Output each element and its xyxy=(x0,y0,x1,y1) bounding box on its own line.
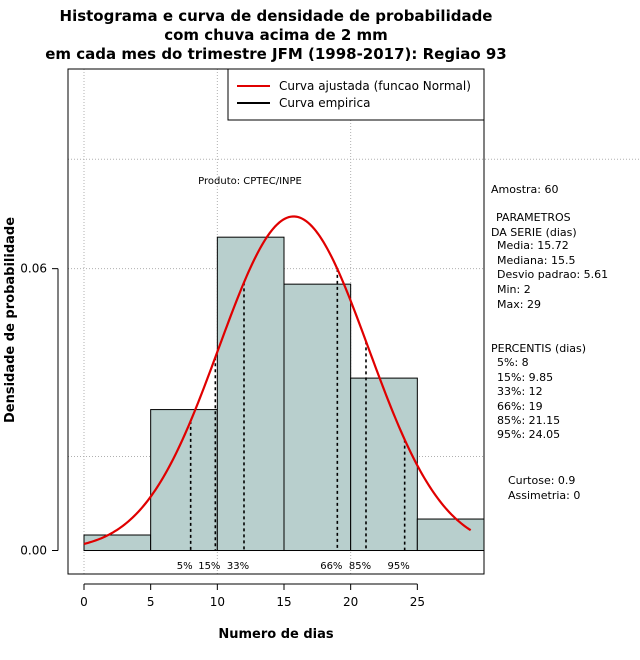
x-tick-label-0: 0 xyxy=(80,595,88,609)
parametros-title-2: DA SERIE (dias) xyxy=(491,226,577,239)
percentil-95: 95%: 24.05 xyxy=(497,428,560,441)
percentile-label-33: 33% xyxy=(227,561,249,572)
y-tick-label-1: 0.06 xyxy=(20,262,47,276)
hist-bar xyxy=(416,518,485,552)
legend-label-normal: Curva ajustada (funcao Normal) xyxy=(279,79,471,93)
percentil-85: 85%: 21.15 xyxy=(497,414,560,427)
amostra-text: Amostra: 60 xyxy=(491,183,558,196)
percentil-5: 5%: 8 xyxy=(497,356,529,369)
legend-box xyxy=(227,68,485,121)
bars-layer xyxy=(83,236,485,552)
parametros-title-1: PARAMETROS xyxy=(496,211,571,224)
percentil-33: 33%: 12 xyxy=(497,385,543,398)
x-tick-label-15: 15 xyxy=(276,595,291,609)
y-axis-label: Densidade de probabilidade xyxy=(3,217,18,423)
percentile-label-5: 5% xyxy=(177,561,193,572)
chart-title-line-2: com chuva acima de 2 mm xyxy=(164,26,388,44)
percentile-label-95: 95% xyxy=(388,561,410,572)
param-max: Max: 29 xyxy=(497,298,541,311)
assimetria-text: Assimetria: 0 xyxy=(508,489,580,502)
percentile-label-85: 85% xyxy=(349,561,371,572)
legend: Curva ajustada (funcao Normal) Curva emp… xyxy=(227,68,485,121)
param-media: Media: 15.72 xyxy=(497,239,569,252)
curtose-text: Curtose: 0.9 xyxy=(508,474,575,487)
percentile-label-66: 66% xyxy=(320,561,342,572)
percentile-lines-layer: 5% 15% 33% 66% 85% 95% xyxy=(177,268,410,572)
x-tick-label-20: 20 xyxy=(343,595,358,609)
axes-layer: 0 5 10 15 20 25 0.00 0.06 xyxy=(20,262,425,609)
stats-panel: Amostra: 60 PARAMETROS DA SERIE (dias) M… xyxy=(491,183,608,502)
hist-bar xyxy=(83,534,152,552)
normal-fit-curve xyxy=(83,215,472,545)
chart-title-line-3: em cada mes do trimestre JFM (1998-2017)… xyxy=(45,45,507,63)
param-mediana: Mediana: 15.5 xyxy=(497,254,575,267)
chart-title-line-1: Histograma e curva de densidade de proba… xyxy=(60,7,493,25)
percentil-66: 66%: 19 xyxy=(497,400,543,413)
hist-bar xyxy=(216,236,285,552)
curve-layer xyxy=(83,215,472,545)
param-desvio: Desvio padrao: 5.61 xyxy=(497,268,608,281)
y-tick-label-0: 0.00 xyxy=(20,544,47,558)
hist-bar xyxy=(350,377,418,552)
x-tick-label-25: 25 xyxy=(410,595,425,609)
hist-bar xyxy=(283,283,352,552)
legend-label-empirica: Curva empirica xyxy=(279,96,370,110)
param-min: Min: 2 xyxy=(497,283,531,296)
percentile-label-15: 15% xyxy=(198,561,220,572)
x-tick-label-5: 5 xyxy=(147,595,155,609)
product-label: Produto: CPTEC/INPE xyxy=(198,176,302,187)
x-tick-label-10: 10 xyxy=(210,595,225,609)
percentis-title: PERCENTIS (dias) xyxy=(491,342,586,355)
x-axis-label: Numero de dias xyxy=(218,627,334,642)
percentil-15: 15%: 9.85 xyxy=(497,371,553,384)
